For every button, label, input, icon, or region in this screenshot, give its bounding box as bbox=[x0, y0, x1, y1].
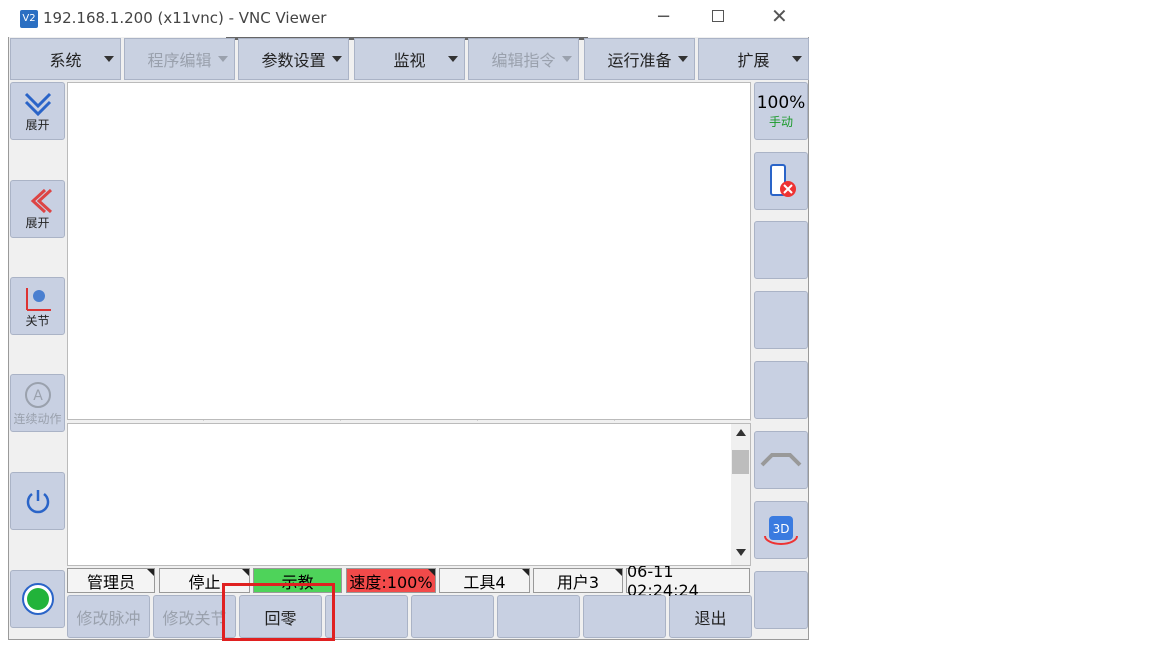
status-cell[interactable]: 用户3 bbox=[533, 568, 623, 593]
axis-table bbox=[67, 82, 751, 420]
left-button[interactable]: 关节 bbox=[10, 277, 65, 335]
title-bar bbox=[8, 0, 809, 37]
corner-mark bbox=[522, 569, 529, 576]
log-panel bbox=[67, 423, 751, 566]
bottom-button[interactable] bbox=[411, 595, 494, 638]
menu-label: 编辑指令 bbox=[491, 51, 556, 70]
menu-label: 参数设置 bbox=[261, 51, 326, 70]
right-button[interactable] bbox=[754, 221, 808, 279]
dropdown-arrow bbox=[562, 56, 572, 62]
bottom-button[interactable]: 修改脉冲 bbox=[67, 595, 150, 638]
right-button[interactable] bbox=[754, 291, 808, 349]
right-button[interactable] bbox=[754, 361, 808, 419]
right-button[interactable]: 100% 手动 bbox=[754, 82, 808, 140]
scroll-thumb[interactable] bbox=[732, 450, 749, 474]
menu-label: 运行准备 bbox=[607, 51, 672, 70]
status-cell[interactable]: 管理员 bbox=[67, 568, 155, 593]
menu-label: 扩展 bbox=[737, 51, 770, 70]
bottom-button[interactable] bbox=[325, 595, 408, 638]
left-button[interactable] bbox=[10, 472, 65, 530]
menu-button[interactable]: 扩展 bbox=[698, 38, 809, 80]
left-button[interactable]: 展开 bbox=[10, 82, 65, 140]
app-icon: V2 bbox=[20, 10, 38, 28]
status-cell[interactable]: 速度:100% bbox=[346, 568, 436, 593]
speed-value: 100% bbox=[756, 92, 806, 113]
corner-mark bbox=[615, 569, 622, 576]
menu-label: 程序编辑 bbox=[147, 51, 212, 70]
menu-button[interactable]: 监视 bbox=[354, 38, 465, 80]
status-cell[interactable]: 06-11 02:24:24 bbox=[626, 562, 750, 600]
corner-mark bbox=[147, 569, 154, 576]
dropdown-arrow bbox=[448, 56, 458, 62]
dropdown-arrow bbox=[218, 56, 228, 62]
status-cell[interactable]: 示教 bbox=[253, 568, 342, 593]
status-cell[interactable]: 工具4 bbox=[439, 568, 530, 593]
svg-text:3D: 3D bbox=[773, 522, 790, 536]
menu-label: 监视 bbox=[393, 51, 426, 70]
left-button-label: 关节 bbox=[25, 313, 50, 328]
dropdown-arrow bbox=[332, 56, 342, 62]
bottom-button[interactable] bbox=[497, 595, 580, 638]
right-button[interactable] bbox=[754, 152, 808, 210]
left-button[interactable] bbox=[10, 570, 65, 628]
right-button[interactable] bbox=[754, 571, 808, 629]
close[interactable]: ✕ bbox=[771, 4, 788, 28]
svg-text:A: A bbox=[33, 388, 43, 404]
dropdown-arrow bbox=[792, 56, 802, 62]
corner-mark bbox=[242, 569, 249, 576]
scroll-up[interactable] bbox=[736, 429, 746, 436]
menu-label: 系统 bbox=[49, 51, 82, 70]
dropdown-arrow bbox=[104, 56, 114, 62]
dropdown-arrow bbox=[678, 56, 688, 62]
mode-label: 手动 bbox=[768, 114, 793, 129]
minimize[interactable]: − bbox=[656, 6, 672, 27]
maximize[interactable] bbox=[712, 10, 724, 22]
status-cell[interactable]: 停止 bbox=[159, 568, 250, 593]
bottom-button[interactable]: 退出 bbox=[669, 595, 752, 638]
window-title: 192.168.1.200 (x11vnc) - VNC Viewer bbox=[43, 9, 327, 27]
menu-button: 编辑指令 bbox=[468, 38, 579, 80]
left-button[interactable]: A 连续动作 bbox=[10, 374, 65, 432]
menu-button[interactable]: 系统 bbox=[10, 38, 121, 80]
menu-button[interactable]: 参数设置 bbox=[238, 38, 349, 80]
left-button-label: 连续动作 bbox=[13, 411, 62, 426]
left-button-label: 展开 bbox=[25, 117, 50, 132]
bottom-button[interactable]: 回零 bbox=[239, 595, 322, 638]
left-button[interactable]: 展开 bbox=[10, 180, 65, 238]
menu-button: 程序编辑 bbox=[124, 38, 235, 80]
scrollbar[interactable] bbox=[731, 424, 750, 565]
right-button[interactable]: 3D bbox=[754, 501, 808, 559]
corner-mark bbox=[428, 569, 435, 576]
menu-button[interactable]: 运行准备 bbox=[584, 38, 695, 80]
scroll-down[interactable] bbox=[736, 549, 746, 556]
left-button-label: 展开 bbox=[25, 215, 50, 230]
bottom-button[interactable] bbox=[583, 595, 666, 638]
highlight-box bbox=[222, 583, 335, 641]
right-button[interactable] bbox=[754, 431, 808, 489]
